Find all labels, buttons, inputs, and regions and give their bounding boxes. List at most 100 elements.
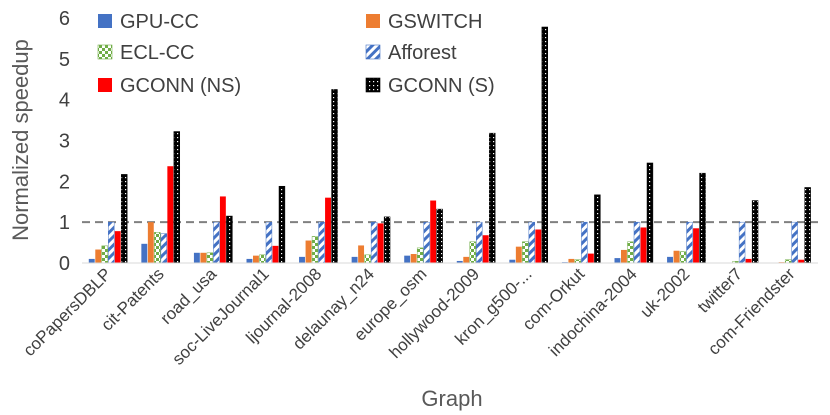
bar-gswitch — [305, 240, 312, 263]
bar-afforest — [265, 221, 273, 264]
bar-afforest — [791, 221, 798, 264]
bar-gconn-s — [383, 216, 391, 264]
bar-gconn-s — [121, 174, 128, 264]
bar-gswitch — [358, 245, 365, 263]
bar-afforest — [160, 233, 168, 264]
legend-swatch — [365, 44, 381, 60]
x-category-label: soc-LiveJournal1 — [169, 264, 273, 368]
y-tick-label: 2 — [59, 171, 70, 193]
legend-label: GSWITCH — [388, 11, 482, 33]
bar-gswitch — [200, 252, 207, 263]
y-tick-label: 4 — [59, 90, 70, 112]
bar-ecl-cc — [469, 241, 476, 264]
bar-afforest — [581, 221, 588, 264]
bar-ecl-cc — [259, 254, 266, 264]
bar-gconn-ns — [325, 197, 331, 263]
bar-afforest — [738, 221, 746, 264]
x-category-label: uk-2002 — [637, 264, 694, 321]
y-tick-label: 5 — [59, 49, 70, 71]
y-tick-label: 1 — [59, 212, 70, 234]
bar-gconn-ns — [167, 166, 174, 263]
bar-gconn-ns — [272, 245, 279, 263]
x-category-label: hollywood-2009 — [385, 264, 483, 362]
legend-label: GCONN (S) — [388, 75, 495, 97]
bar-gpu-cc — [667, 256, 673, 263]
bar-gpu-cc — [509, 259, 516, 263]
bar-gconn-s — [278, 185, 286, 264]
legend-label: GCONN (NS) — [120, 75, 241, 97]
y-tick-label: 6 — [59, 8, 70, 30]
legend-label: ECL-CC — [120, 42, 194, 64]
bar-gswitch — [568, 258, 575, 263]
bar-gconn-s — [646, 162, 654, 264]
bar-gswitch — [673, 250, 680, 263]
y-axis: 0 1 2 3 4 5 6 — [59, 8, 70, 275]
bar-gconn-s — [489, 132, 496, 264]
bar-gconn-s — [226, 215, 233, 264]
bar-gswitch — [410, 254, 417, 263]
bar-gconn-s — [804, 187, 811, 264]
bars-group — [88, 26, 811, 264]
y-tick-label: 0 — [59, 253, 70, 275]
legend: GPU-CC GSWITCH ECL-CC Afforest GCONN (NS) GCO… — [97, 11, 495, 97]
bar-gconn-s — [331, 89, 338, 264]
bar-afforest — [528, 221, 536, 264]
bar-gconn-ns — [745, 258, 752, 263]
bar-gpu-cc — [246, 258, 253, 263]
x-axis-labels: coPapersDBLPcit-Patentsroad_usasoc-LiveJ… — [19, 264, 798, 369]
bar-gconn-s — [594, 194, 601, 264]
bar-afforest — [423, 221, 430, 264]
bar-gconn-ns — [219, 196, 226, 263]
bar-gswitch — [463, 256, 470, 263]
legend-swatch — [97, 44, 113, 60]
bar-gconn-s — [541, 26, 549, 264]
bar-gconn-ns — [640, 227, 647, 263]
bar-ecl-cc — [206, 252, 214, 264]
bar-ecl-cc — [416, 247, 424, 264]
bar-afforest — [686, 221, 693, 264]
bar-ecl-cc — [101, 245, 108, 264]
bar-gconn-ns — [430, 200, 437, 263]
bar-ecl-cc — [627, 241, 634, 264]
bar-gpu-cc — [351, 256, 358, 263]
bar-gconn-s — [699, 172, 706, 264]
y-tick-label: 3 — [59, 131, 70, 153]
x-category-label: twitter7 — [694, 264, 746, 316]
bar-ecl-cc — [154, 232, 161, 264]
legend-label: GPU-CC — [120, 11, 199, 33]
bar-gconn-s — [751, 200, 759, 264]
bar-gconn-s — [173, 131, 181, 264]
bar-gpu-cc — [456, 260, 463, 263]
bar-ecl-cc — [311, 236, 319, 264]
bar-gpu-cc — [299, 256, 305, 263]
bar-gconn-ns — [535, 229, 542, 263]
legend-swatch — [366, 14, 380, 28]
bar-ecl-cc — [522, 241, 529, 264]
bar-gpu-cc — [614, 258, 621, 263]
bar-gconn-ns — [798, 259, 805, 263]
y-axis-title: Normalized speedup — [8, 39, 33, 241]
bar-afforest — [213, 221, 220, 264]
bar-afforest — [108, 221, 115, 264]
bar-gswitch — [253, 255, 259, 263]
legend-swatch — [98, 14, 112, 28]
bar-gconn-ns — [482, 235, 489, 263]
legend-swatch — [98, 78, 112, 92]
bar-gconn-ns — [693, 228, 699, 263]
bar-afforest — [370, 221, 378, 264]
legend-label: Afforest — [388, 42, 457, 64]
bar-gpu-cc — [88, 258, 95, 263]
bar-gconn-ns — [114, 231, 121, 263]
bar-afforest — [476, 221, 483, 264]
bar-gpu-cc — [141, 243, 148, 263]
bar-gswitch — [95, 249, 102, 263]
bar-ecl-cc — [679, 251, 687, 264]
bar-gpu-cc — [404, 255, 411, 263]
legend-swatch — [365, 77, 381, 93]
bar-gconn-ns — [377, 223, 384, 263]
x-category-label: coPapersDBLP — [19, 264, 115, 360]
bar-afforest — [318, 221, 325, 264]
bar-afforest — [633, 221, 641, 264]
bar-gpu-cc — [193, 252, 200, 263]
